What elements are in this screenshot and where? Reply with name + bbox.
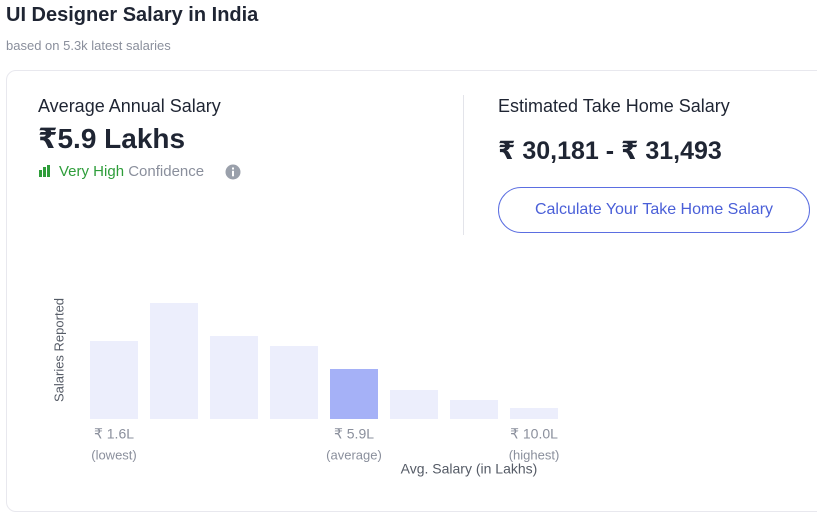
calculate-button[interactable]: Calculate Your Take Home Salary <box>498 187 810 233</box>
info-icon[interactable] <box>225 164 241 180</box>
average-value: ₹5.9 Lakhs <box>38 123 186 154</box>
page: UI Designer Salary in India based on 5.3… <box>6 4 817 512</box>
x-tick-label: ₹ 10.0L <box>510 426 558 442</box>
bar <box>90 341 138 419</box>
subtitle: based on 5.3k latest salaries <box>6 38 171 53</box>
confidence-level: Very High <box>59 163 125 180</box>
bar <box>450 400 498 419</box>
bar <box>510 408 558 419</box>
x-tick-label: ₹ 1.6L <box>94 426 134 442</box>
average-label: Average Annual Salary <box>38 96 221 116</box>
take-home-label: Estimated Take Home Salary <box>498 96 730 116</box>
y-axis-label: Salaries Reported <box>51 298 66 402</box>
x-tick-note: (lowest) <box>91 447 137 462</box>
divider <box>463 95 464 235</box>
bar <box>150 303 198 419</box>
x-tick-note: (average) <box>326 447 382 462</box>
confidence-icon <box>39 165 50 177</box>
page-title: UI Designer Salary in India <box>6 4 259 26</box>
x-axis-label: Avg. Salary (in Lakhs) <box>401 461 538 477</box>
bar <box>210 336 258 419</box>
confidence-word: Confidence <box>128 163 205 180</box>
x-tick-note: (highest) <box>509 447 560 462</box>
confidence: Very High Confidence <box>59 163 204 180</box>
chart: Salaries Reported Avg. Salary (in Lakhs)… <box>51 298 560 477</box>
bar <box>390 390 438 419</box>
x-tick-label: ₹ 5.9L <box>334 426 374 442</box>
bar <box>270 346 318 419</box>
take-home-value: ₹ 30,181 - ₹ 31,493 <box>498 137 722 165</box>
bar <box>330 369 378 419</box>
